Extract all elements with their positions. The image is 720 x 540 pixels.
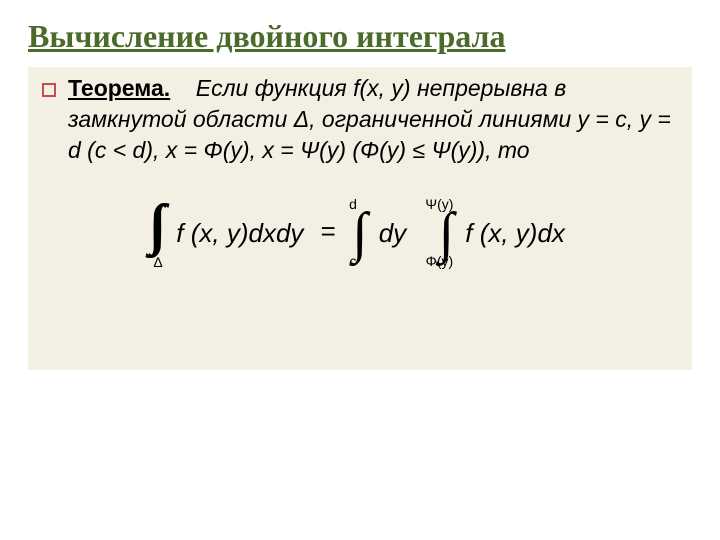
region-label: Δ bbox=[153, 255, 162, 269]
equals-sign: = bbox=[315, 216, 342, 246]
double-integral: ∫∫ Δ bbox=[151, 197, 165, 269]
bullet-icon bbox=[42, 83, 56, 97]
theorem-text: Теорема. Если функция f(x, y) непрерывна… bbox=[68, 73, 678, 166]
inner-integral-sign: ∫ bbox=[439, 205, 454, 261]
inner-integrand: f (x, y)dx bbox=[461, 220, 569, 246]
theorem-label: Теорема. bbox=[68, 75, 170, 101]
theorem-block: Теорема. Если функция f(x, y) непрерывна… bbox=[42, 73, 678, 166]
slide: Вычисление двойного интеграла Теорема. Е… bbox=[0, 0, 720, 540]
outer-integral-sign: ∫ bbox=[352, 205, 367, 261]
outer-diff: dy bbox=[375, 220, 410, 246]
slide-title: Вычисление двойного интеграла bbox=[28, 18, 692, 55]
lhs-integrand: f (x, y)dxdy bbox=[172, 220, 307, 246]
content-box: Теорема. Если функция f(x, y) непрерывна… bbox=[28, 67, 692, 370]
formula: ∫∫ Δ f (x, y)dxdy = d c ∫ dy Ψ(y) Φ(y) ∫… bbox=[42, 196, 678, 270]
